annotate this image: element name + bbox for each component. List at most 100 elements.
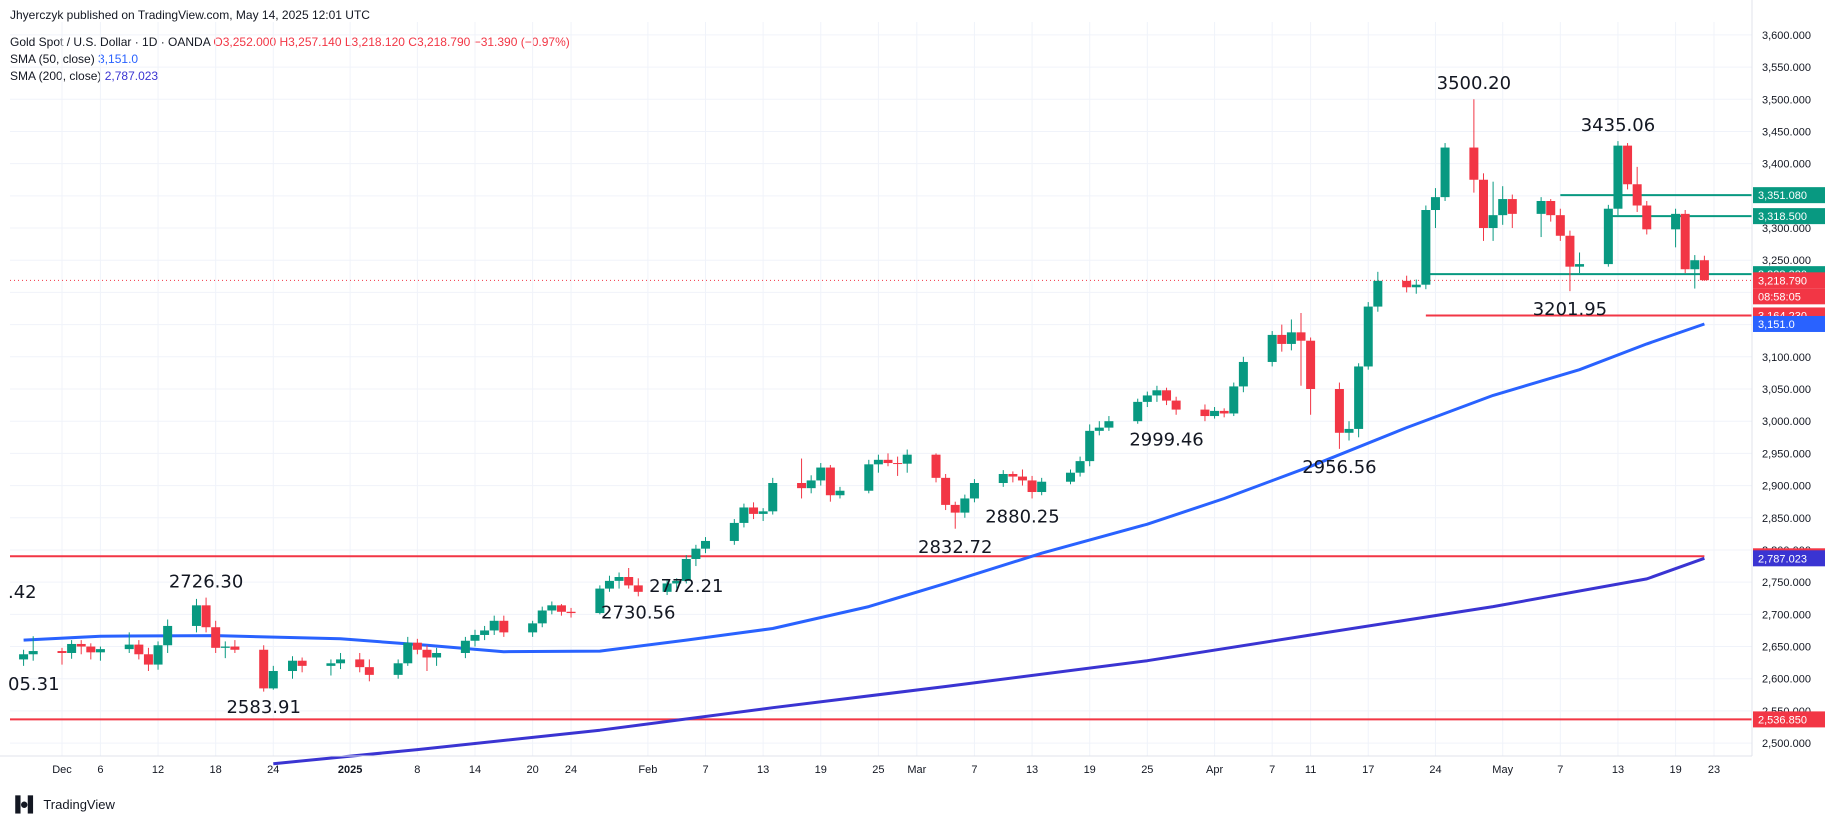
price-annotation: 05.31	[8, 674, 60, 695]
price-badge: 3,218.790	[1758, 275, 1807, 287]
candle-body	[230, 646, 240, 650]
candle-body	[950, 504, 960, 513]
candle-body	[268, 671, 278, 689]
candle-body	[1680, 213, 1690, 270]
candle-body	[1152, 390, 1162, 396]
candle-body	[1162, 390, 1172, 401]
candle-body	[1373, 280, 1383, 307]
time-tick-label: 20	[527, 764, 539, 776]
candle-body	[1363, 306, 1373, 367]
sma200-legend[interactable]: SMA (200, close) 2,787.023	[10, 69, 158, 83]
candle-body	[729, 522, 739, 541]
candle-body	[1575, 264, 1585, 267]
sma200-label: SMA (200, close)	[10, 69, 102, 83]
candle-body	[893, 463, 903, 465]
sma200-value: 2,787.023	[104, 69, 159, 83]
candle-body	[960, 498, 970, 513]
price-annotation: 2730.56	[601, 603, 675, 624]
candle-body	[480, 630, 490, 635]
sma50-value: 3,151.0	[98, 52, 139, 66]
candle-body	[1075, 461, 1085, 473]
level-badge-bg	[1753, 208, 1825, 225]
candle-body	[969, 483, 979, 499]
time-tick-label: Dec	[52, 764, 72, 776]
candle-body	[1546, 200, 1556, 216]
sma50-legend[interactable]: SMA (50, close) 3,151.0	[10, 52, 138, 66]
candle-body	[662, 583, 672, 592]
candle-body	[1478, 179, 1488, 229]
time-tick-label: 13	[1612, 764, 1624, 776]
time-tick-label: 13	[757, 764, 769, 776]
candle-body	[1421, 210, 1431, 285]
time-tick-label: 19	[1669, 764, 1681, 776]
candles	[19, 99, 1709, 692]
candle-body	[124, 644, 134, 650]
candle-body	[681, 558, 691, 581]
candle-body	[604, 580, 614, 589]
candle-body	[1507, 199, 1517, 214]
sma50-label: SMA (50, close)	[10, 52, 95, 66]
symbol-legend[interactable]: Gold Spot / U.S. Dollar · 1D · OANDA O3,…	[10, 35, 570, 49]
candle-body	[941, 477, 951, 505]
candle-body	[691, 548, 701, 559]
price-tick-label: 2,650.000	[1762, 642, 1811, 654]
candle-body	[326, 663, 336, 666]
axis-badges: 2,790.1702,536.8503,164.2303,351.0803,31…	[1753, 187, 1825, 728]
candle-body	[1200, 409, 1210, 417]
candle-body	[902, 454, 912, 464]
candle-body	[134, 644, 144, 655]
price-badge-bg	[1753, 315, 1825, 332]
candle-body	[86, 646, 96, 653]
candle-body	[153, 645, 163, 665]
price-badge-bg	[1753, 550, 1825, 567]
time-tick-label: 23	[1708, 764, 1720, 776]
candle-body	[1094, 427, 1104, 431]
price-tick-label: 2,900.000	[1762, 481, 1811, 493]
price-annotation: 2772.21	[649, 576, 723, 597]
annotations: 3500.20 3435.06 3201.95 2999.46 2956.56 2880.…	[8, 73, 1655, 718]
price-annotation: 3201.95	[1533, 299, 1607, 320]
candle-body	[1238, 361, 1248, 387]
candle-body	[1210, 410, 1220, 417]
sma200-line	[273, 556, 1705, 766]
tradingview-brand[interactable]: ▐●▌ TradingView	[10, 796, 115, 813]
symbol-title: Gold Spot / U.S. Dollar · 1D · OANDA	[10, 35, 211, 49]
candle-body	[1017, 476, 1027, 481]
price-tick-label: 3,300.000	[1762, 223, 1811, 235]
candle-body	[1133, 401, 1143, 422]
candle-body	[1402, 280, 1412, 288]
price-annotation: 3435.06	[1581, 115, 1655, 136]
time-tick-label: 25	[1141, 764, 1153, 776]
time-tick-label: 6	[97, 764, 103, 776]
candle-body	[1603, 208, 1613, 265]
time-tick-label: 7	[702, 764, 708, 776]
candle-body	[1085, 430, 1095, 462]
candle-body	[393, 663, 403, 675]
candle-body	[1498, 199, 1508, 216]
price-tick-label: 2,950.000	[1762, 448, 1811, 460]
time-tick-label: May	[1492, 764, 1513, 776]
time-tick-label: Feb	[638, 764, 657, 776]
price-badge: 2,787.023	[1758, 553, 1807, 565]
time-tick-label: 12	[152, 764, 164, 776]
time-tick-label: 19	[1084, 764, 1096, 776]
candle-body	[432, 652, 442, 658]
price-annotation: 2583.91	[226, 697, 300, 718]
price-annotation: .42	[8, 582, 37, 603]
moving-averages	[23, 322, 1705, 766]
time-tick-label: 7	[1269, 764, 1275, 776]
candle-body	[873, 459, 883, 465]
candle-body	[499, 620, 509, 633]
time-tick-label: 2025	[338, 764, 362, 776]
price-tick-label: 2,600.000	[1762, 674, 1811, 686]
candle-body	[1334, 389, 1344, 433]
axes[interactable]: 2,500.0002,550.0002,600.0002,650.0002,70…	[0, 0, 1811, 776]
horizontal-levels[interactable]	[10, 194, 1752, 721]
candle-body	[825, 467, 835, 496]
candle-body	[67, 643, 77, 653]
time-tick-label: 19	[815, 764, 827, 776]
candle-body	[1142, 395, 1152, 402]
price-annotation: 2726.30	[169, 571, 243, 592]
candle-body	[633, 585, 643, 592]
